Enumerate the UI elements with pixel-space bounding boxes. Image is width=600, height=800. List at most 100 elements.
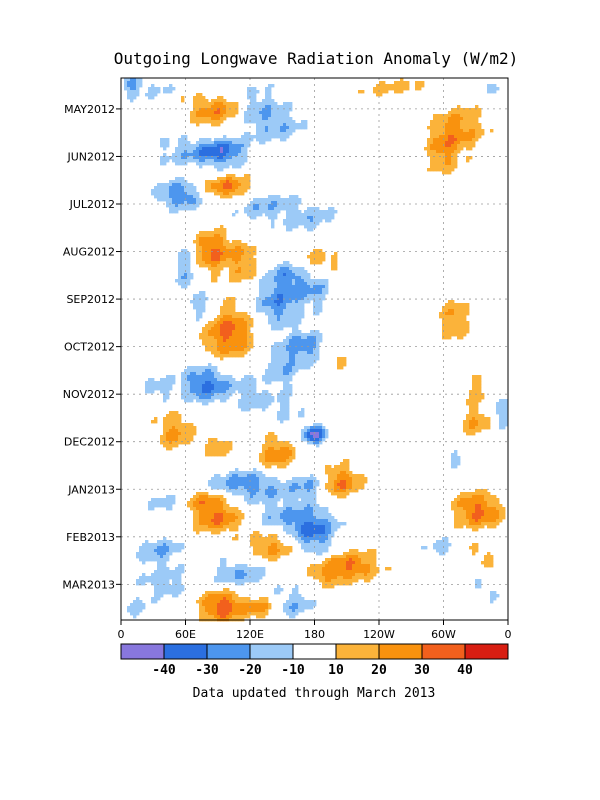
anomaly-cell <box>265 495 269 499</box>
anomaly-cell <box>175 435 179 439</box>
anomaly-cell <box>301 516 305 520</box>
anomaly-cell <box>232 111 236 115</box>
anomaly-cell <box>220 315 224 319</box>
anomaly-cell <box>211 342 215 346</box>
anomaly-cell <box>277 108 281 112</box>
anomaly-cell <box>313 255 317 259</box>
anomaly-cell <box>166 549 170 553</box>
anomaly-cell <box>193 510 197 514</box>
anomaly-cell <box>220 447 224 451</box>
anomaly-cell <box>238 153 242 157</box>
anomaly-cell <box>127 87 131 91</box>
anomaly-cell <box>298 525 302 529</box>
anomaly-cell <box>295 363 299 367</box>
anomaly-cell <box>175 573 179 577</box>
anomaly-cell <box>286 522 290 526</box>
anomaly-cell <box>166 498 170 502</box>
anomaly-cell <box>280 201 284 205</box>
anomaly-cell <box>268 135 272 139</box>
anomaly-cell <box>238 183 242 187</box>
anomaly-cell <box>274 372 278 376</box>
anomaly-cell <box>172 591 176 595</box>
anomaly-cell <box>283 207 287 211</box>
anomaly-cell <box>190 393 194 397</box>
anomaly-cell <box>289 300 293 304</box>
anomaly-cell <box>271 135 275 139</box>
anomaly-cell <box>199 198 203 202</box>
anomaly-cell <box>244 318 248 322</box>
anomaly-cell <box>193 528 197 532</box>
anomaly-cell <box>313 441 317 445</box>
anomaly-cell <box>295 282 299 286</box>
anomaly-cell <box>223 159 227 163</box>
anomaly-cell <box>271 216 275 220</box>
anomaly-cell <box>235 474 239 478</box>
anomaly-cell <box>202 240 206 244</box>
anomaly-cell <box>229 270 233 274</box>
anomaly-cell <box>229 381 233 385</box>
anomaly-cell <box>232 261 236 265</box>
anomaly-cell <box>211 336 215 340</box>
anomaly-cell <box>199 117 203 121</box>
anomaly-cell <box>229 246 233 250</box>
anomaly-cell <box>214 504 218 508</box>
anomaly-cell <box>169 426 173 430</box>
anomaly-cell <box>217 168 221 172</box>
anomaly-cell <box>307 570 311 574</box>
anomaly-cell <box>301 519 305 523</box>
anomaly-cell <box>172 573 176 577</box>
anomaly-cell <box>256 204 260 208</box>
anomaly-cell <box>157 591 161 595</box>
anomaly-cell <box>193 96 197 100</box>
anomaly-cell <box>178 585 182 589</box>
anomaly-cell <box>301 363 305 367</box>
anomaly-cell <box>298 291 302 295</box>
anomaly-cell <box>247 570 251 574</box>
anomaly-cell <box>304 270 308 274</box>
anomaly-cell <box>259 597 263 601</box>
anomaly-cell <box>232 258 236 262</box>
anomaly-cell <box>244 141 248 145</box>
anomaly-cell <box>247 114 251 118</box>
anomaly-cell <box>193 102 197 106</box>
anomaly-cell <box>220 312 224 316</box>
anomaly-cell <box>289 498 293 502</box>
anomaly-cell <box>448 303 452 307</box>
anomaly-cell <box>328 213 332 217</box>
anomaly-cell <box>232 150 236 154</box>
anomaly-cell <box>244 387 248 391</box>
anomaly-cell <box>202 246 206 250</box>
anomaly-cell <box>247 480 251 484</box>
anomaly-cell <box>226 384 230 388</box>
anomaly-cell <box>241 141 245 145</box>
anomaly-cell <box>448 150 452 154</box>
anomaly-cell <box>268 291 272 295</box>
anomaly-cell <box>295 531 299 535</box>
anomaly-cell <box>274 447 278 451</box>
anomaly-cell <box>199 252 203 256</box>
anomaly-cell <box>202 612 206 616</box>
anomaly-cell <box>253 90 257 94</box>
anomaly-cell <box>172 183 176 187</box>
anomaly-cell <box>202 396 206 400</box>
anomaly-cell <box>157 555 161 559</box>
anomaly-cell <box>262 390 266 394</box>
anomaly-cell <box>238 267 242 271</box>
anomaly-cell <box>271 318 275 322</box>
anomaly-cell <box>223 243 227 247</box>
anomaly-cell <box>283 270 287 274</box>
anomaly-cell <box>319 252 323 256</box>
anomaly-cell <box>241 276 245 280</box>
anomaly-cell <box>181 177 185 181</box>
anomaly-cell <box>286 450 290 454</box>
anomaly-cell <box>295 486 299 490</box>
anomaly-cell <box>241 156 245 160</box>
anomaly-cell <box>244 252 248 256</box>
anomaly-cell <box>265 480 269 484</box>
anomaly-cell <box>205 141 209 145</box>
anomaly-cell <box>241 480 245 484</box>
anomaly-cell <box>211 117 215 121</box>
anomaly-cell <box>229 303 233 307</box>
anomaly-cell <box>286 282 290 286</box>
anomaly-cell <box>223 390 227 394</box>
